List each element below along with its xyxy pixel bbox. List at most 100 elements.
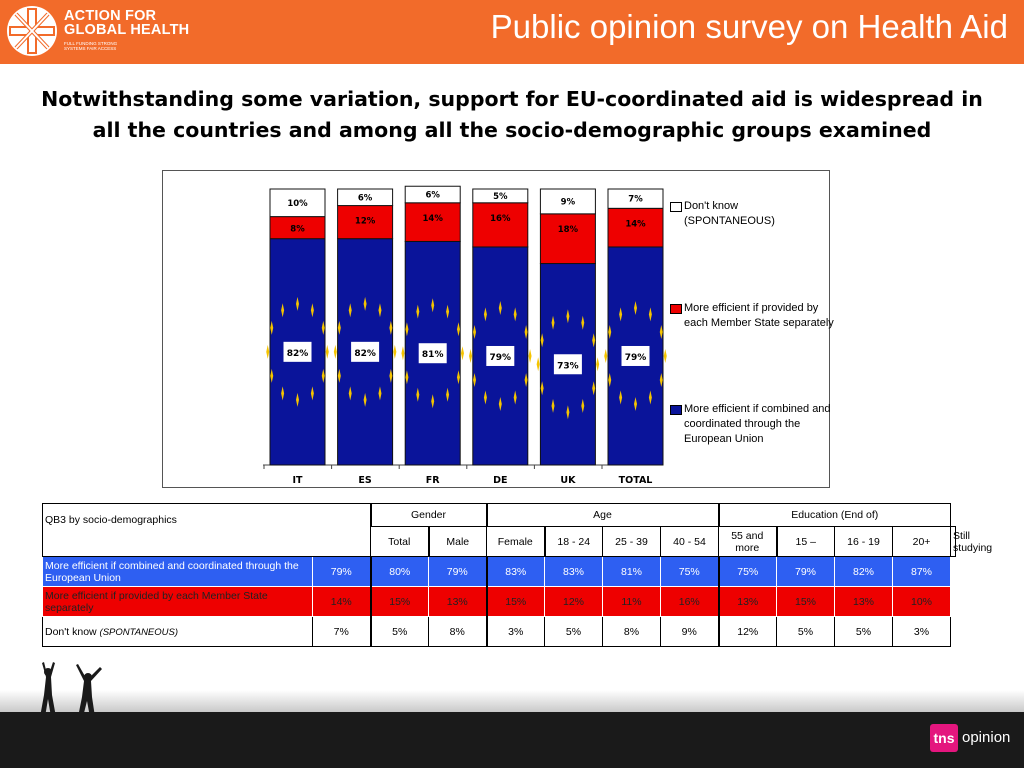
data-label-dont-know: 10% [287, 199, 308, 209]
table-group-gender: Gender [369, 503, 487, 527]
children-silhouette-icon [40, 662, 102, 717]
eu-star-icon [389, 368, 393, 383]
table-column-header: 20+ [891, 526, 952, 557]
eu-star-icon [473, 324, 477, 339]
table-column-header: Total [370, 526, 429, 557]
bar-segment-dont-know [269, 188, 326, 218]
eu-star-icon [524, 372, 528, 387]
data-label-box [283, 341, 312, 362]
bar-segment-member-state [539, 213, 596, 265]
data-label-dont-know: 7% [628, 195, 643, 205]
legend-swatch-eu [670, 405, 682, 415]
eu-star-icon [619, 390, 623, 405]
header-bar: ACTION FOR GLOBAL HEALTH FULL FUNDING ST… [0, 0, 1024, 64]
table-row-label-text: Don't know [45, 625, 97, 638]
table-cell: 14% [312, 586, 371, 617]
data-label-box [553, 354, 582, 375]
eu-star-icon [281, 386, 285, 401]
data-label-member-state: 14% [423, 214, 444, 224]
data-label-member-state: 18% [558, 225, 579, 235]
eu-star-icon [310, 303, 314, 318]
eu-star-icon [524, 324, 528, 339]
data-label-eu: 79% [625, 353, 647, 363]
bar-segment-member-state [337, 205, 394, 240]
table-cell: 11% [602, 586, 661, 617]
table-corner-label: QB3 by socio-demographics [42, 503, 371, 557]
eu-star-icon [266, 344, 270, 359]
table-row-label: More efficient if provided by each Membe… [42, 586, 313, 617]
eu-star-icon [456, 322, 460, 337]
table-cell: 10% [891, 586, 952, 617]
logo-text-line1: ACTION FOR [64, 8, 157, 24]
eu-star-icon [310, 386, 314, 401]
eu-star-icon [378, 386, 382, 401]
table-column-header: Male [427, 526, 487, 557]
legend-label-member-state: More efficient if provided by each Membe… [684, 302, 834, 329]
table-row-member-state: More efficient if provided by each Membe… [42, 586, 956, 617]
table-cell: 82% [834, 556, 893, 587]
legend-label-dont-know-line1: Don't know [684, 200, 739, 212]
table-cell: 13% [834, 586, 893, 617]
table-column-header: 40 - 54 [660, 526, 719, 557]
table-cell: 75% [660, 556, 719, 587]
tns-logo-mark: tns [930, 724, 958, 752]
footer-fade [0, 690, 1024, 712]
eu-star-icon [333, 344, 337, 359]
data-label-eu: 82% [287, 349, 309, 359]
eu-star-icon [634, 396, 637, 411]
table-column-header: 15 – [775, 526, 835, 557]
socio-demographics-table: QB3 by socio-demographics Gender Age Edu… [42, 503, 992, 647]
x-tick-label: ES [358, 475, 371, 486]
eu-star-icon [378, 303, 382, 318]
table-cell: 79% [776, 556, 835, 587]
data-label-dont-know: 9% [561, 197, 576, 207]
eu-star-icon [659, 324, 663, 339]
eu-star-icon [296, 296, 299, 311]
x-tick-label: IT [292, 475, 303, 486]
legend-label-dont-know-line2: (SPONTANEOUS) [684, 215, 775, 227]
logo-text-line2: GLOBAL HEALTH [64, 22, 190, 38]
table-group-header-row: QB3 by socio-demographics Gender Age Edu… [42, 503, 956, 557]
bar-segment-member-state [472, 202, 529, 248]
table-row-label-suffix: (SPONTANEOUS) [99, 626, 179, 638]
eu-star-icon [393, 344, 397, 359]
data-label-member-state: 8% [290, 225, 305, 235]
eu-star-icon [581, 398, 585, 413]
eu-star-icon [363, 296, 367, 311]
data-label-member-state: 14% [625, 219, 646, 229]
table-cell: 5% [544, 616, 603, 647]
eu-star-icon [446, 387, 450, 402]
eu-star-icon [536, 357, 540, 372]
eu-star-icon [405, 322, 409, 337]
eu-star-icon [596, 357, 600, 372]
table-column-header: 18 - 24 [543, 526, 603, 557]
eu-star-icon [566, 405, 570, 420]
eu-star-icon [363, 392, 367, 407]
table-cell: 75% [717, 556, 777, 587]
eu-star-icon [270, 320, 274, 335]
table-cell: 16% [660, 586, 719, 617]
data-label-eu: 81% [422, 350, 444, 360]
data-label-dont-know: 6% [358, 193, 373, 203]
eu-star-icon [608, 372, 612, 387]
table-cell: 80% [369, 556, 429, 587]
eu-star-icon [321, 320, 325, 335]
eu-star-icon [659, 372, 663, 387]
data-label-eu: 79% [490, 353, 512, 363]
table-cell: 7% [312, 616, 371, 647]
eu-star-icon [281, 303, 285, 318]
table-cell: 5% [776, 616, 835, 647]
table-cell: 5% [369, 616, 429, 647]
table-column-header: Still studying [950, 526, 992, 557]
eu-star-icon [389, 320, 393, 335]
eu-star-icon [551, 398, 555, 413]
eu-star-icon [337, 320, 341, 335]
eu-star-icon [296, 392, 299, 407]
bar-segment-dont-know [539, 188, 596, 215]
table-row-eu: More efficient if combined and coordinat… [42, 556, 956, 587]
table-cell: 79% [312, 556, 371, 587]
eu-star-icon [348, 303, 352, 318]
data-label-box [486, 345, 515, 366]
table-row-label: More efficient if combined and coordinat… [42, 556, 313, 587]
eu-star-icon [473, 372, 477, 387]
